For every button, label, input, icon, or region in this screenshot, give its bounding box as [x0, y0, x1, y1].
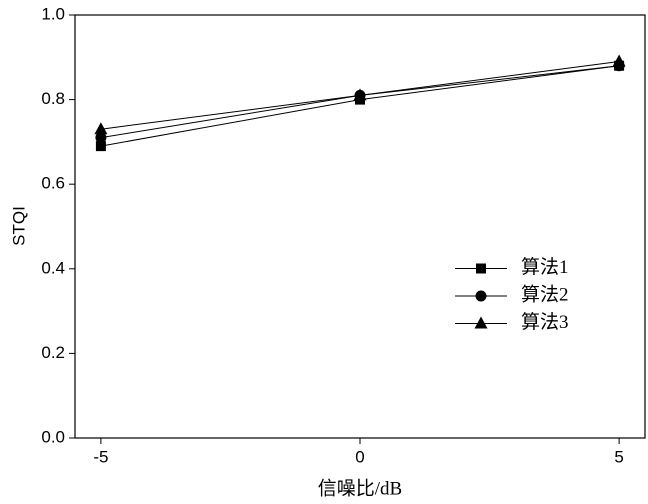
legend-label: 算法3	[521, 311, 569, 333]
marker-circle	[95, 132, 107, 144]
marker-triangle	[94, 122, 108, 135]
series-line	[100, 65, 620, 147]
legend-label: 算法2	[521, 283, 569, 305]
y-tick-label: 0.0	[41, 427, 65, 446]
legend-label: 算法1	[521, 256, 569, 278]
x-tick-label: 0	[355, 447, 364, 466]
marker-square	[476, 263, 486, 274]
x-tick-label: 5	[614, 447, 623, 466]
y-tick-label: 0.2	[41, 343, 65, 362]
y-tick-label: 0.6	[41, 174, 65, 193]
x-tick-label: -5	[93, 447, 108, 466]
y-axis-label: STQI	[9, 206, 28, 246]
y-tick-label: 0.8	[41, 89, 65, 108]
marker-circle	[475, 290, 487, 302]
marker-triangle	[612, 54, 626, 67]
y-tick-label: 1.0	[41, 4, 65, 23]
marker-square	[95, 141, 106, 152]
marker-triangle	[474, 316, 488, 329]
plot-frame	[74, 14, 646, 439]
y-tick-label: 0.4	[41, 258, 65, 277]
marker-triangle	[353, 88, 367, 101]
x-axis-label: 信噪比/dB	[318, 477, 402, 499]
